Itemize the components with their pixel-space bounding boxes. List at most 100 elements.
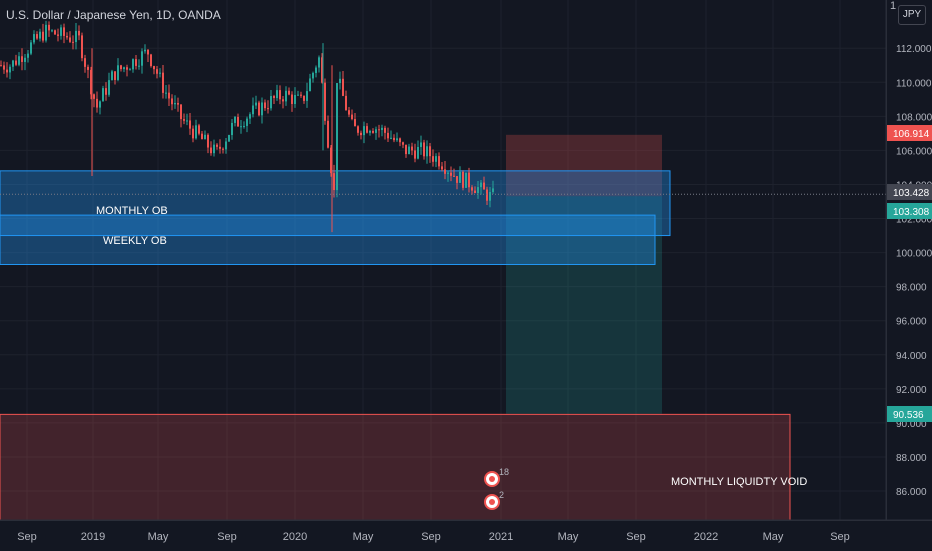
- candle-body: [249, 114, 251, 119]
- candle-body: [51, 30, 53, 32]
- candle-body: [450, 172, 452, 176]
- candle-body: [3, 65, 5, 70]
- monthly-liquidity-void-zone: [0, 413, 791, 526]
- y-tick-label: 108.000: [896, 112, 932, 123]
- candle-body: [192, 128, 194, 139]
- y-tick-label: 98.000: [896, 283, 927, 294]
- candle-body: [285, 90, 287, 102]
- candle-body: [300, 94, 302, 96]
- candle-body: [114, 71, 116, 80]
- price-axis-bg: [886, 0, 932, 520]
- candle-body: [441, 166, 443, 170]
- y-tick-label: 102.000: [896, 215, 932, 226]
- candle-body: [474, 190, 476, 194]
- candle-body: [165, 92, 167, 94]
- candle-body: [297, 94, 299, 96]
- candle-body: [261, 102, 263, 116]
- time-axis[interactable]: [0, 520, 932, 551]
- candle-body: [216, 144, 218, 147]
- candle-body: [195, 125, 197, 139]
- candle-body: [96, 98, 98, 108]
- candle-body: [90, 69, 92, 95]
- candle-body: [345, 95, 347, 111]
- currency-button[interactable]: JPY: [898, 5, 926, 25]
- x-tick-label: May: [558, 531, 579, 543]
- candle-body: [372, 130, 374, 133]
- candle-body: [360, 132, 362, 136]
- candle-body: [57, 34, 59, 36]
- candle-body: [147, 49, 149, 55]
- candle-body: [459, 171, 461, 183]
- candle-body: [366, 126, 368, 133]
- candle-body: [402, 142, 404, 145]
- candle-body: [288, 90, 290, 95]
- candle-body: [429, 146, 431, 157]
- candle-body: [321, 57, 323, 83]
- y-tick-label: 96.000: [896, 317, 927, 328]
- x-tick-label: Sep: [217, 531, 237, 543]
- candle-body: [408, 146, 410, 155]
- candle-body: [480, 182, 482, 188]
- candle-body: [468, 172, 470, 188]
- candle-body: [486, 189, 488, 201]
- y-tick-label: 92.000: [896, 385, 927, 396]
- candle-body: [435, 156, 437, 162]
- candle-body: [234, 116, 236, 123]
- candle-body: [21, 56, 23, 62]
- candles: [0, 20, 494, 233]
- candle-body: [303, 95, 305, 101]
- weekly-ob-label: WEEKLY OB: [103, 235, 167, 247]
- price-label-bg: [887, 406, 932, 422]
- candle-body: [186, 120, 188, 122]
- event-marker-dot: [489, 476, 495, 482]
- candle-body: [174, 103, 176, 105]
- candle-body: [327, 120, 329, 148]
- candle-body: [438, 156, 440, 167]
- time-axis-bg: [0, 520, 932, 550]
- axis-top-number: 1: [890, 0, 897, 12]
- stop-loss-area: [506, 134, 662, 197]
- candle-body: [141, 51, 143, 66]
- price-label-bg: [887, 203, 932, 219]
- candle-body: [162, 72, 164, 93]
- candle-body: [369, 130, 371, 133]
- candle-body: [63, 27, 65, 36]
- candle-body: [111, 71, 113, 81]
- candle-body: [33, 34, 35, 43]
- candle-body: [72, 41, 74, 43]
- candle-body: [48, 24, 50, 31]
- candle-body: [84, 58, 86, 67]
- candle-body: [270, 96, 272, 109]
- candle-body: [243, 125, 245, 127]
- candle-body: [180, 104, 182, 120]
- candle-body: [156, 69, 158, 74]
- candle-body: [348, 110, 350, 115]
- price-axis[interactable]: [886, 0, 932, 520]
- candle-body: [126, 67, 128, 70]
- candle-body: [351, 114, 353, 120]
- candle-body: [78, 30, 80, 36]
- candle-body: [0, 65, 2, 67]
- candle-body: [264, 102, 266, 109]
- symbol-title: U.S. Dollar / Japanese Yen, 1D, OANDA: [6, 8, 221, 22]
- candle-body: [387, 132, 389, 139]
- candle-body: [492, 188, 494, 192]
- candle-body: [75, 30, 77, 43]
- candle-body: [381, 127, 383, 130]
- candle-body: [333, 173, 335, 191]
- candle-body: [399, 138, 401, 143]
- candle-body: [393, 137, 395, 141]
- candle-body: [354, 119, 356, 127]
- candle-body: [456, 176, 458, 183]
- candle-body: [453, 175, 455, 177]
- candle-body: [45, 24, 47, 41]
- candle-body: [477, 187, 479, 194]
- candle-body: [417, 146, 419, 159]
- candle-body: [138, 65, 140, 67]
- candle-body: [462, 171, 464, 188]
- candle-body: [132, 59, 134, 70]
- candle-body: [390, 137, 392, 139]
- x-tick-label: May: [353, 531, 374, 543]
- candle-body: [306, 91, 308, 101]
